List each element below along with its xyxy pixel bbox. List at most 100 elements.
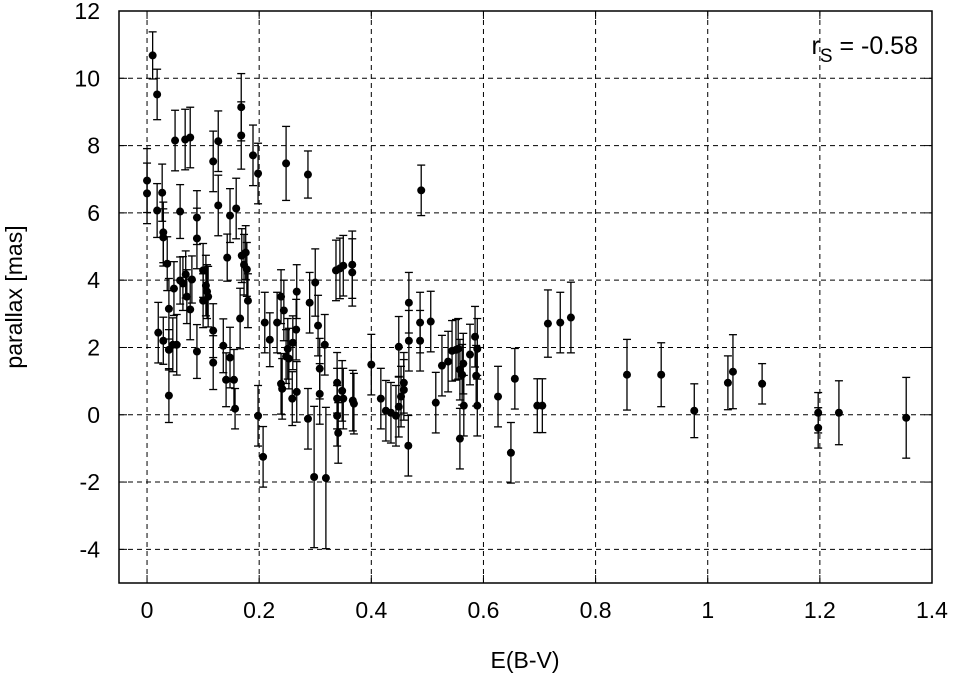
point [181,270,190,279]
x-tick-label: 0.4 [355,597,387,623]
point [265,335,274,344]
point [723,378,732,387]
point [426,317,435,326]
point [465,350,474,359]
point [282,159,291,168]
point [320,340,329,349]
y-tick-label: -2 [80,469,100,495]
point [814,423,823,432]
point [192,234,201,243]
point [339,261,348,270]
point [334,428,343,437]
point [404,336,413,345]
point [226,211,235,220]
x-tick-label: 0 [141,597,154,623]
point [164,304,173,313]
plot-frame [118,10,933,584]
point [305,298,314,307]
x-tick-label: 1.4 [916,597,948,623]
annotation-text: = -0.58 [833,32,918,60]
y-axis-label: parallax [mas] [1,225,27,368]
x-tick-label: 1.2 [804,597,836,623]
point [431,398,440,407]
annotation-text: r [812,32,820,60]
point [279,306,288,315]
point [348,268,357,277]
point [399,385,408,394]
point [186,133,195,142]
annotation-subscript: S [820,46,833,67]
point [182,292,191,301]
point [437,361,446,370]
point [169,284,178,293]
point [394,342,403,351]
point [209,326,218,335]
point [219,341,228,350]
y-tick-label: -4 [80,536,101,562]
point [187,275,196,284]
x-axis-label: E(B-V) [491,647,560,673]
point [728,367,737,376]
point [303,170,312,179]
point [315,389,324,398]
point [458,370,467,379]
point [454,344,463,353]
annotation: rS = -0.58 [812,32,919,67]
x-tick-label: 1 [701,597,714,623]
point [321,474,330,483]
point [404,298,413,307]
point [657,370,666,379]
point [459,359,468,368]
point [556,318,565,327]
point [473,344,482,353]
point [506,448,515,457]
point [243,296,252,305]
point [417,186,426,195]
point [199,266,208,275]
y-tick-label: 12 [74,0,100,24]
x-tick-label: 0.8 [580,597,612,623]
point [367,360,376,369]
point [237,131,246,140]
point [292,387,301,396]
point [153,206,162,215]
point [148,51,157,60]
point [338,386,347,395]
point [229,375,238,384]
point [391,411,400,420]
point [158,188,167,197]
point [159,336,168,345]
point [538,401,547,410]
point [278,384,287,393]
x-tick-label: 0.2 [243,597,275,623]
point [543,319,552,328]
point [339,394,348,403]
point [231,404,240,413]
point [226,353,235,362]
y-tick-label: 0 [87,402,100,428]
point [209,358,218,367]
point [455,434,464,443]
point [163,259,172,268]
point [260,318,269,327]
y-tick-label: 8 [87,133,100,159]
point [259,452,268,461]
y-tick-label: 2 [87,334,100,360]
point [444,357,453,366]
point [459,401,468,410]
point [758,379,767,388]
point [204,292,213,301]
point [186,305,195,314]
point [566,313,575,322]
point [176,207,185,216]
point [236,314,245,323]
point [376,394,385,403]
point [311,278,320,287]
point [416,336,425,345]
point [288,394,297,403]
y-tick-label: 10 [74,65,100,91]
point [241,248,250,257]
point [314,321,323,330]
point [223,253,232,262]
point [473,401,482,410]
